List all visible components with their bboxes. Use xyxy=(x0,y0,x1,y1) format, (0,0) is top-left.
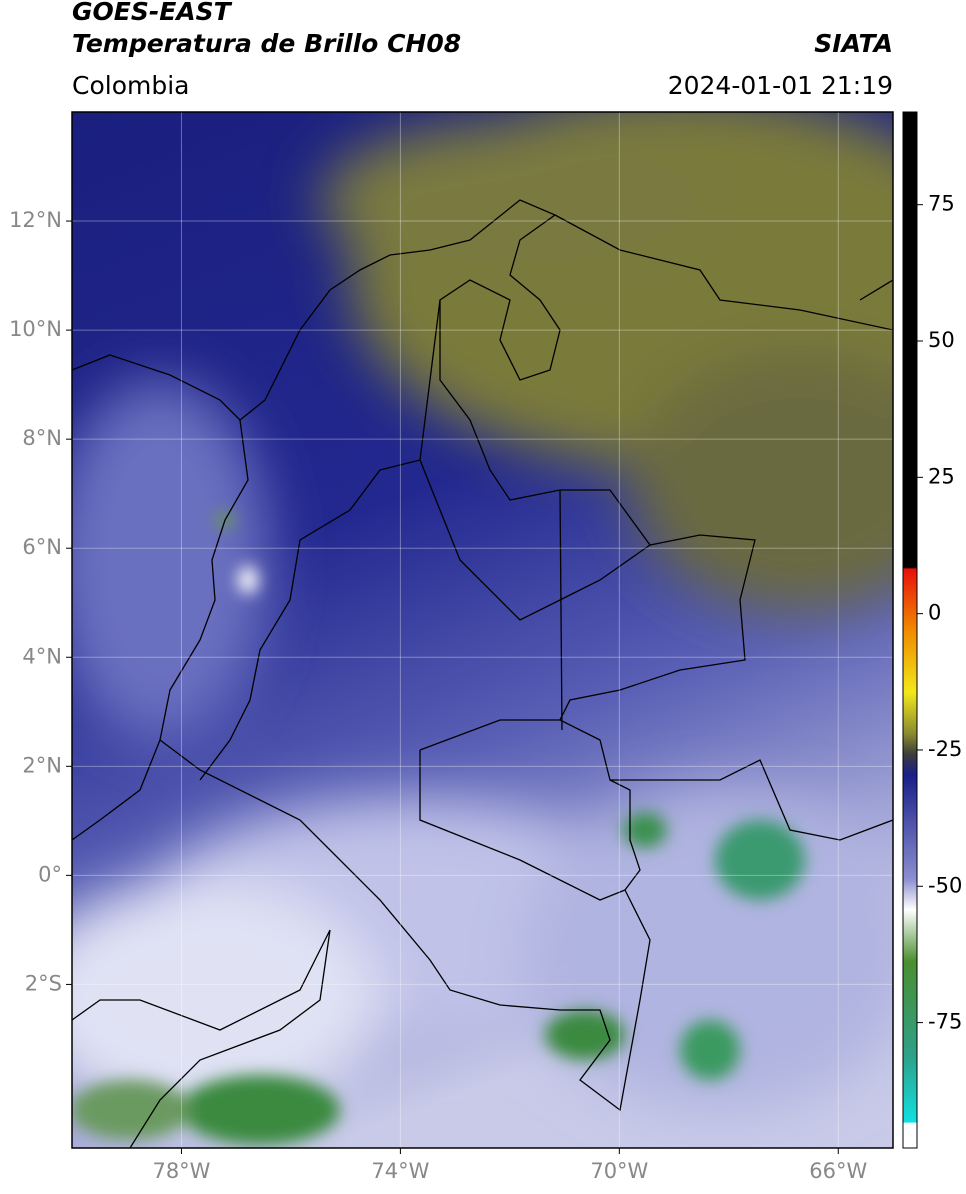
colorbar-tick-label: 50 xyxy=(928,328,955,352)
datetime: 2024-01-01 21:19 xyxy=(668,71,893,100)
y-tick-label: 8°N xyxy=(22,426,62,450)
colorbar xyxy=(902,111,918,1149)
x-tick-label: 78°W xyxy=(152,1159,210,1183)
colorbar-tick-label: -50 xyxy=(928,873,962,897)
colorbar-tick-label: -25 xyxy=(928,737,962,761)
satellite-image xyxy=(72,112,893,1148)
colorbar-tick-label: 75 xyxy=(928,192,955,216)
x-tick-label: 74°W xyxy=(371,1159,429,1183)
y-tick-label: 2°N xyxy=(22,753,62,777)
x-tick-label: 66°W xyxy=(809,1159,867,1183)
y-tick-label: 10°N xyxy=(9,317,62,341)
x-tick-label: 70°W xyxy=(590,1159,648,1183)
y-tick-label: 2°S xyxy=(25,971,62,995)
source: SIATA xyxy=(814,29,893,58)
y-tick-label: 6°N xyxy=(22,535,62,559)
subtitle: Temperatura de Brillo CH08 xyxy=(72,29,461,58)
region: Colombia xyxy=(72,71,189,100)
colorbar-tick-label: 25 xyxy=(928,464,955,488)
colorbar-tick-label: -75 xyxy=(928,1010,962,1034)
map-frame xyxy=(71,111,894,1149)
y-tick-label: 12°N xyxy=(9,208,62,232)
title: GOES-EAST xyxy=(72,0,233,26)
colorbar-tick-label: 0 xyxy=(928,601,941,625)
y-tick-label: 4°N xyxy=(22,644,62,668)
y-tick-label: 0° xyxy=(38,862,62,886)
